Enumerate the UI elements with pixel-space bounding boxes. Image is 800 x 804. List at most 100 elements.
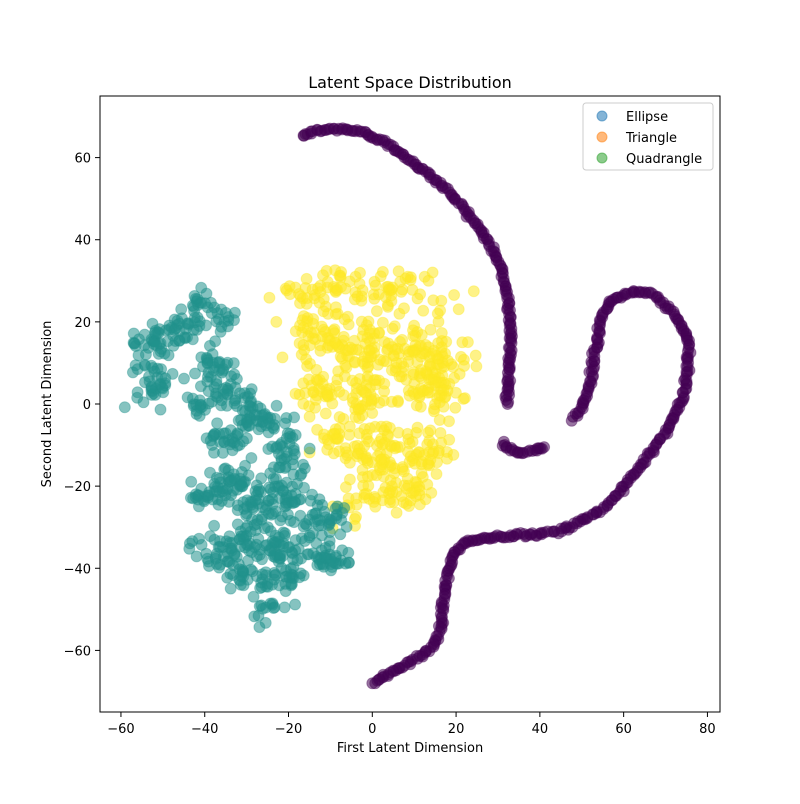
- triangle-point: [195, 281, 208, 294]
- quadrangle-point: [321, 389, 334, 402]
- y-axis-ticks: −60 −40 −20 0 20 40 60: [64, 152, 100, 659]
- quadrangle-point: [322, 438, 335, 451]
- triangle-point: [154, 403, 167, 416]
- quadrangle-point: [300, 353, 313, 366]
- quadrangle-point: [346, 343, 359, 356]
- triangle-point: [329, 502, 342, 515]
- triangle-point: [203, 339, 216, 352]
- triangle-point: [234, 540, 247, 553]
- quadrangle-point: [387, 496, 400, 509]
- triangle-point: [131, 386, 144, 399]
- quadrangle-point: [411, 292, 424, 305]
- triangle-point: [260, 419, 272, 432]
- triangle-point: [228, 314, 240, 327]
- quadrangle-point: [358, 386, 371, 399]
- triangle-point: [189, 367, 201, 380]
- triangle-point: [224, 582, 237, 595]
- triangle-point: [288, 496, 301, 509]
- quadrangle-point: [364, 422, 376, 435]
- quadrangle-point: [297, 310, 310, 323]
- triangle-point: [168, 323, 181, 336]
- ellipse-point: [366, 677, 379, 690]
- triangle-point: [185, 475, 198, 488]
- quadrangle-point: [449, 386, 462, 399]
- triangle-point: [311, 513, 324, 526]
- quadrangle-point: [368, 292, 381, 305]
- triangle-point: [259, 408, 271, 420]
- triangle-point: [210, 471, 223, 484]
- quadrangle-point: [376, 438, 389, 451]
- quadrangle-point: [343, 456, 356, 469]
- quadrangle-point: [395, 285, 408, 298]
- quadrangle-point: [401, 270, 414, 283]
- triangle-point: [252, 486, 265, 498]
- quadrangle-point: [349, 411, 362, 423]
- triangle-point: [313, 493, 326, 506]
- quadrangle-point: [343, 275, 356, 288]
- triangle-point: [342, 556, 355, 569]
- quadrangle-point: [390, 506, 403, 519]
- triangle-point: [287, 458, 300, 471]
- y-axis-label: Second Latent Dimension: [40, 321, 55, 488]
- quadrangle-point: [398, 302, 410, 315]
- quadrangle-point: [338, 313, 351, 326]
- triangle-point: [138, 328, 151, 341]
- quadrangle-point: [414, 400, 427, 413]
- quadrangle-point: [350, 376, 362, 389]
- triangle-point: [188, 311, 201, 324]
- quadrangle-point: [329, 301, 342, 314]
- triangle-point: [284, 514, 297, 527]
- triangle-point: [266, 598, 279, 611]
- quadrangle-point: [353, 443, 366, 455]
- quadrangle-point: [373, 374, 386, 387]
- quadrangle-point: [297, 377, 310, 390]
- ellipse-point: [538, 441, 551, 454]
- quadrangle-point: [317, 305, 330, 318]
- triangle-point: [214, 535, 227, 548]
- quadrangle-point: [303, 410, 316, 423]
- triangle-point: [253, 621, 266, 634]
- quadrangle-point: [327, 324, 340, 337]
- triangle-point: [245, 452, 258, 464]
- legend-marker: [596, 110, 608, 122]
- quadrangle-point: [421, 478, 434, 491]
- triangle-point: [298, 481, 310, 494]
- quadrangle-point: [384, 474, 397, 487]
- triangle-point: [239, 459, 252, 472]
- triangle-point: [277, 484, 289, 497]
- quadrangle-point: [311, 374, 324, 387]
- triangle-point: [147, 338, 160, 350]
- quadrangle-point: [317, 292, 330, 305]
- quadrangle-point: [467, 285, 480, 298]
- triangle-point: [199, 297, 212, 310]
- quadrangle-point: [343, 428, 356, 441]
- quadrangle-point: [361, 457, 374, 470]
- triangle-point: [233, 438, 246, 451]
- ellipse-point: [501, 398, 514, 410]
- triangle-point: [190, 550, 203, 563]
- quadrangle-point: [314, 344, 327, 357]
- y-tick-label: 0: [83, 398, 91, 413]
- x-tick-label: −40: [191, 722, 218, 737]
- triangle-point: [218, 436, 231, 449]
- quadrangle-point: [366, 469, 379, 481]
- triangle-point: [286, 480, 299, 493]
- quadrangle-point: [390, 485, 403, 498]
- triangle-point: [323, 516, 336, 529]
- triangle-point: [146, 317, 159, 330]
- y-tick-label: −40: [64, 562, 91, 577]
- quadrangle-point: [391, 441, 404, 454]
- triangle-point: [264, 525, 277, 538]
- x-tick-label: −20: [275, 722, 302, 737]
- x-tick-label: 0: [368, 722, 376, 737]
- triangle-point: [278, 601, 291, 614]
- triangle-point: [274, 461, 286, 474]
- quadrangle-point: [443, 415, 455, 428]
- triangle-point: [221, 571, 234, 584]
- quadrangle-point: [398, 479, 411, 492]
- triangle-point: [213, 561, 226, 574]
- quadrangle-point: [392, 426, 405, 439]
- quadrangle-point: [403, 389, 416, 402]
- y-tick-label: 60: [74, 152, 91, 167]
